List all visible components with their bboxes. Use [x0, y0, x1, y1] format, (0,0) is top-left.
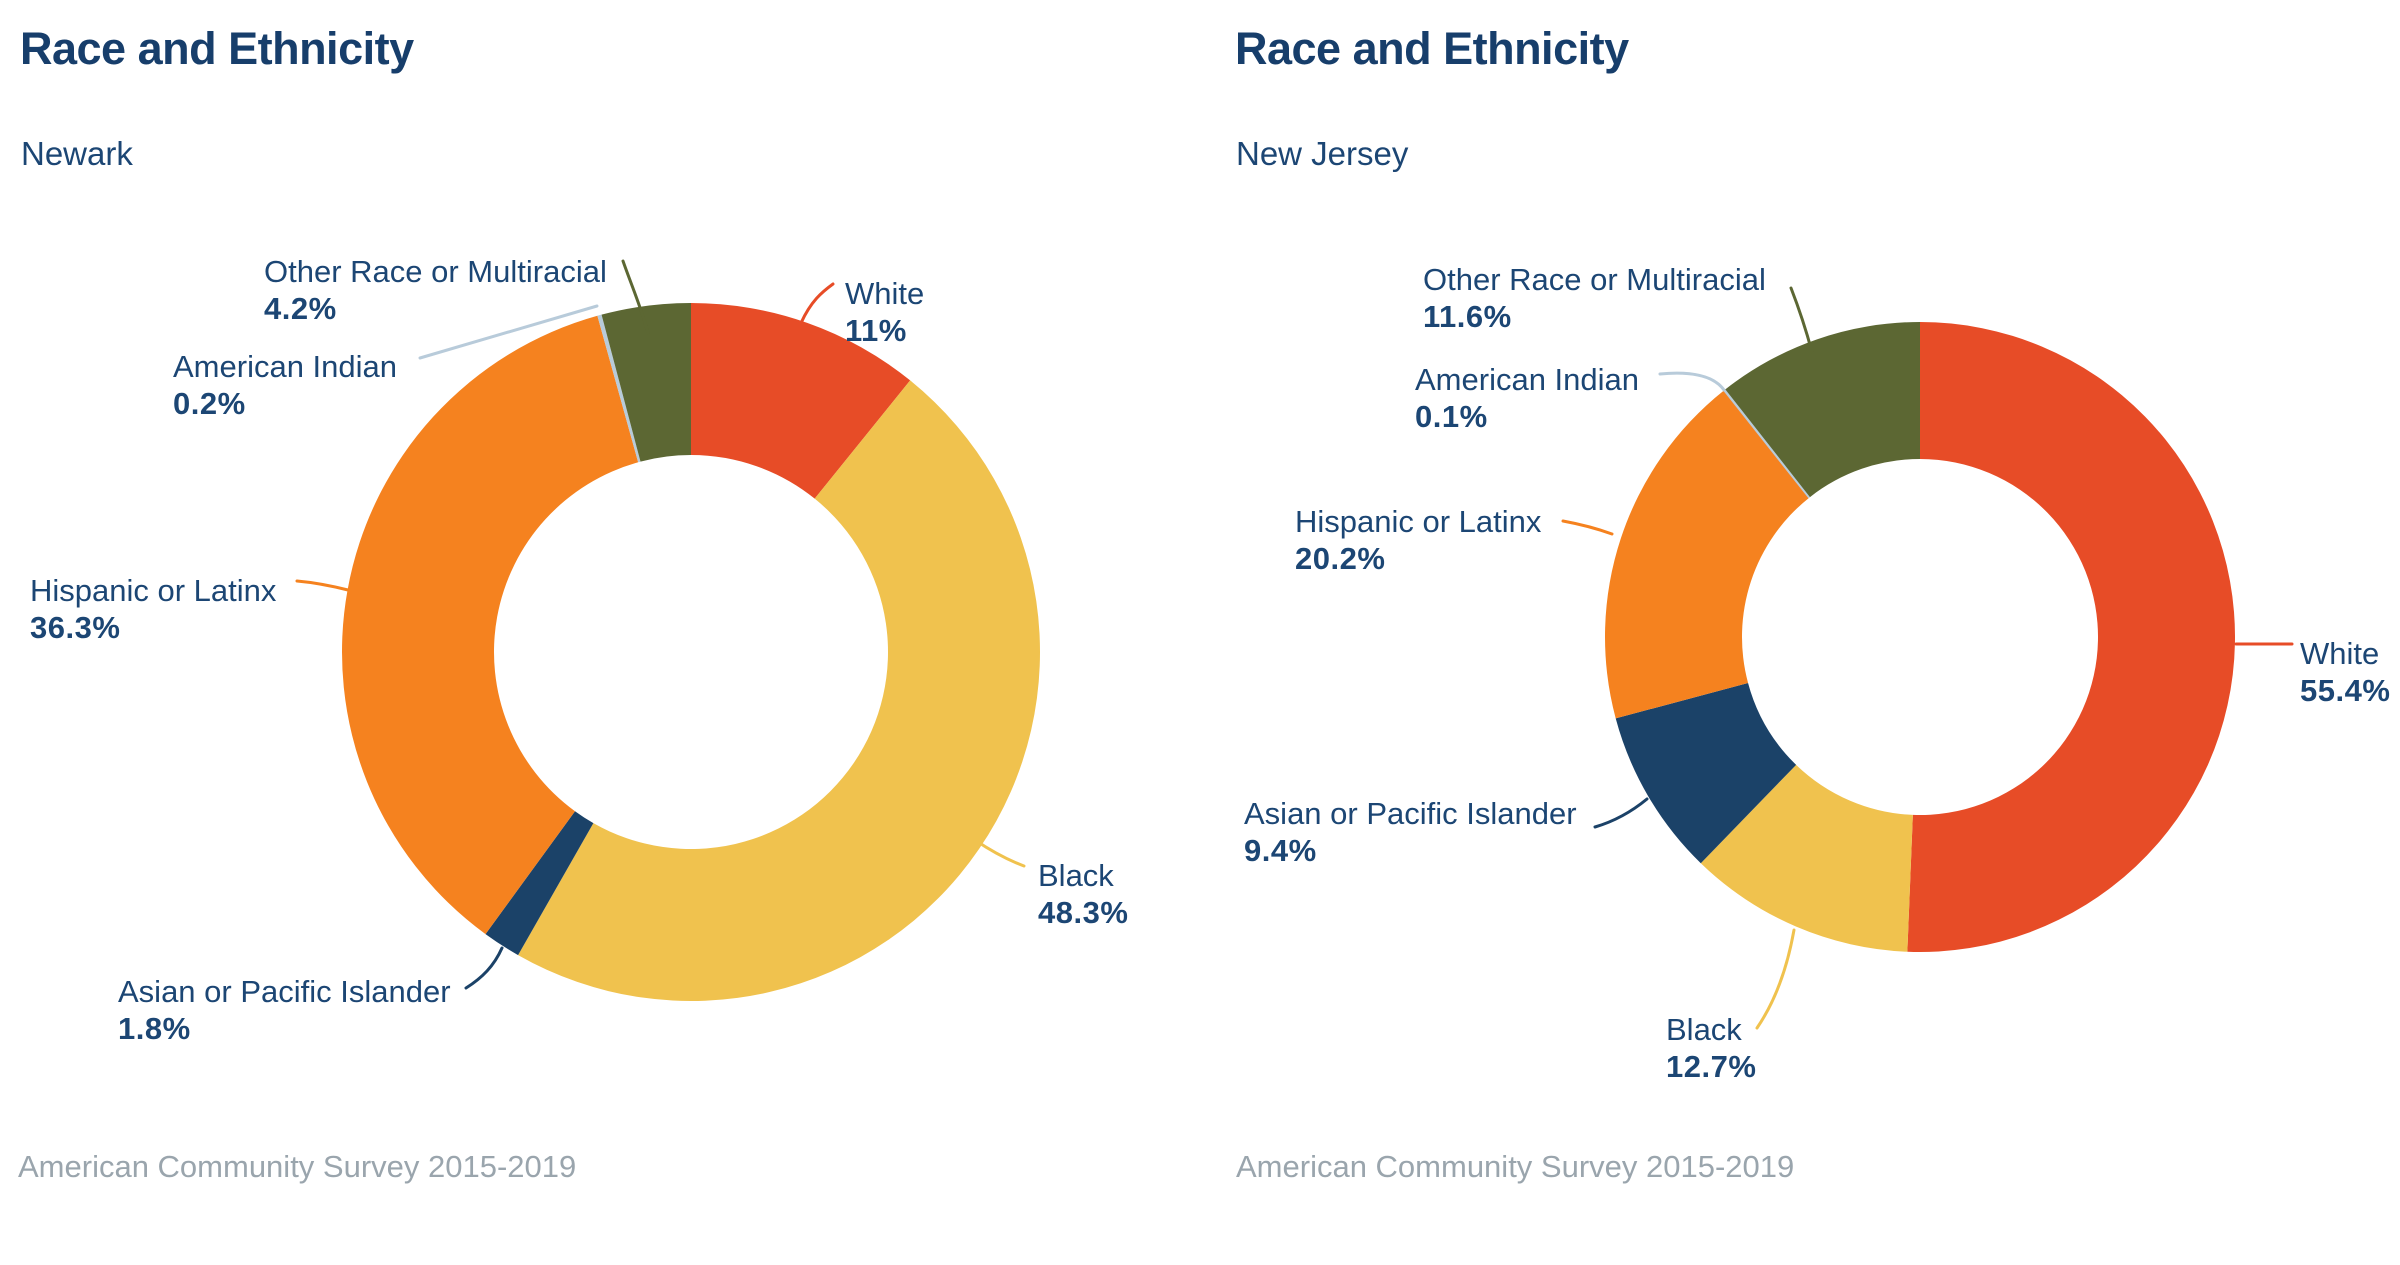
slice-label-value: 36.3%: [30, 610, 121, 645]
leader-line-other-race-or-multiracial: [621, 259, 650, 335]
donut-segment-american-indian: [597, 314, 641, 463]
leader-line-hispanic-or-latinx: [1561, 519, 1614, 536]
donut-segment-sliver-american-indian: [1723, 388, 1811, 499]
slice-label-name: White: [2300, 636, 2380, 671]
slice-label-value: 11%: [845, 313, 907, 348]
chart-subtitle-newark: Newark: [21, 135, 133, 172]
donut-new-jersey: [1561, 286, 2294, 1030]
slice-label-value: 11.6%: [1423, 299, 1512, 334]
slice-label-value: 4.2%: [264, 291, 337, 326]
donut-segment-other-race-or-multiracial: [601, 303, 691, 462]
leader-line-white: [799, 282, 835, 325]
slice-label-name: Black: [1038, 858, 1114, 893]
slice-label-name: Black: [1666, 1012, 1742, 1047]
chart-subtitle-new-jersey: New Jersey: [1236, 135, 1409, 172]
donut-segment-white: [1907, 322, 2235, 952]
slice-label-name: Other Race or Multiracial: [264, 254, 607, 289]
slice-label-asian-or-pacific-islander: Asian or Pacific Islander 1.8%: [118, 973, 451, 1047]
slice-label-hispanic-or-latinx: Hispanic or Latinx 20.2%: [1295, 503, 1541, 577]
leader-line-hispanic-or-latinx: [295, 579, 350, 592]
source-note-newark: American Community Survey 2015-2019: [18, 1149, 577, 1184]
leader-line-asian-or-pacific-islander: [1593, 797, 1649, 829]
slice-label-asian-or-pacific-islander: Asian or Pacific Islander 9.4%: [1244, 795, 1577, 869]
donut-segment-asian-or-pacific-islander: [1615, 682, 1797, 864]
slice-label-white: White 55.4%: [2300, 635, 2390, 709]
donut-segment-asian-or-pacific-islander: [485, 811, 594, 956]
slice-label-black: Black 12.7%: [1666, 1011, 1756, 1085]
slice-label-name: American Indian: [173, 349, 398, 384]
donut-segment-black: [1700, 764, 1913, 952]
slice-label-name: American Indian: [1415, 362, 1640, 397]
leader-line-american-indian: [1658, 371, 1726, 392]
donut-segment-hispanic-or-latinx: [1605, 390, 1810, 719]
slice-label-value: 48.3%: [1038, 895, 1129, 930]
slice-label-name: White: [845, 276, 925, 311]
donut-newark: [295, 259, 1041, 1002]
leader-line-other-race-or-multiracial: [1789, 286, 1814, 354]
donut-segment-hispanic-or-latinx: [342, 315, 639, 935]
slice-label-black: Black 48.3%: [1038, 857, 1128, 931]
leader-line-american-indian: [418, 304, 599, 360]
slice-label-value: 1.8%: [118, 1011, 191, 1046]
slice-label-other-race-or-multiracial: Other Race or Multiracial 4.2%: [264, 253, 607, 327]
slice-label-value: 9.4%: [1244, 833, 1317, 868]
slice-label-name: Asian or Pacific Islander: [118, 974, 451, 1009]
slice-label-other-race-or-multiracial: Other Race or Multiracial 11.6%: [1423, 261, 1766, 335]
slice-label-value: 55.4%: [2300, 673, 2391, 708]
slice-label-hispanic-or-latinx: Hispanic or Latinx 36.3%: [30, 572, 276, 646]
slice-label-name: Asian or Pacific Islander: [1244, 796, 1577, 831]
slice-label-name: Hispanic or Latinx: [1295, 504, 1542, 539]
slice-label-value: 12.7%: [1666, 1049, 1757, 1084]
donut-segment-black: [518, 380, 1041, 1002]
slice-label-american-indian: American Indian 0.1%: [1415, 361, 1639, 435]
source-note-new-jersey: American Community Survey 2015-2019: [1236, 1149, 1795, 1184]
leader-line-asian-or-pacific-islander: [464, 946, 504, 990]
leader-line-black: [1755, 928, 1796, 1030]
leader-line-black: [973, 838, 1026, 868]
slice-label-american-indian: American Indian 0.2%: [173, 348, 397, 422]
chart-title-new-jersey: Race and Ethnicity: [1235, 23, 1629, 74]
slice-label-value: 0.1%: [1415, 399, 1488, 434]
slice-label-value: 20.2%: [1295, 541, 1386, 576]
slice-label-value: 0.2%: [173, 386, 246, 421]
slice-label-white: White 11%: [845, 275, 924, 349]
donut-segment-other-race-or-multiracial: [1725, 322, 1920, 498]
donut-segment-white: [691, 303, 911, 499]
slice-label-name: Hispanic or Latinx: [30, 573, 277, 608]
slice-label-name: Other Race or Multiracial: [1423, 262, 1766, 297]
chart-title-newark: Race and Ethnicity: [20, 23, 414, 74]
